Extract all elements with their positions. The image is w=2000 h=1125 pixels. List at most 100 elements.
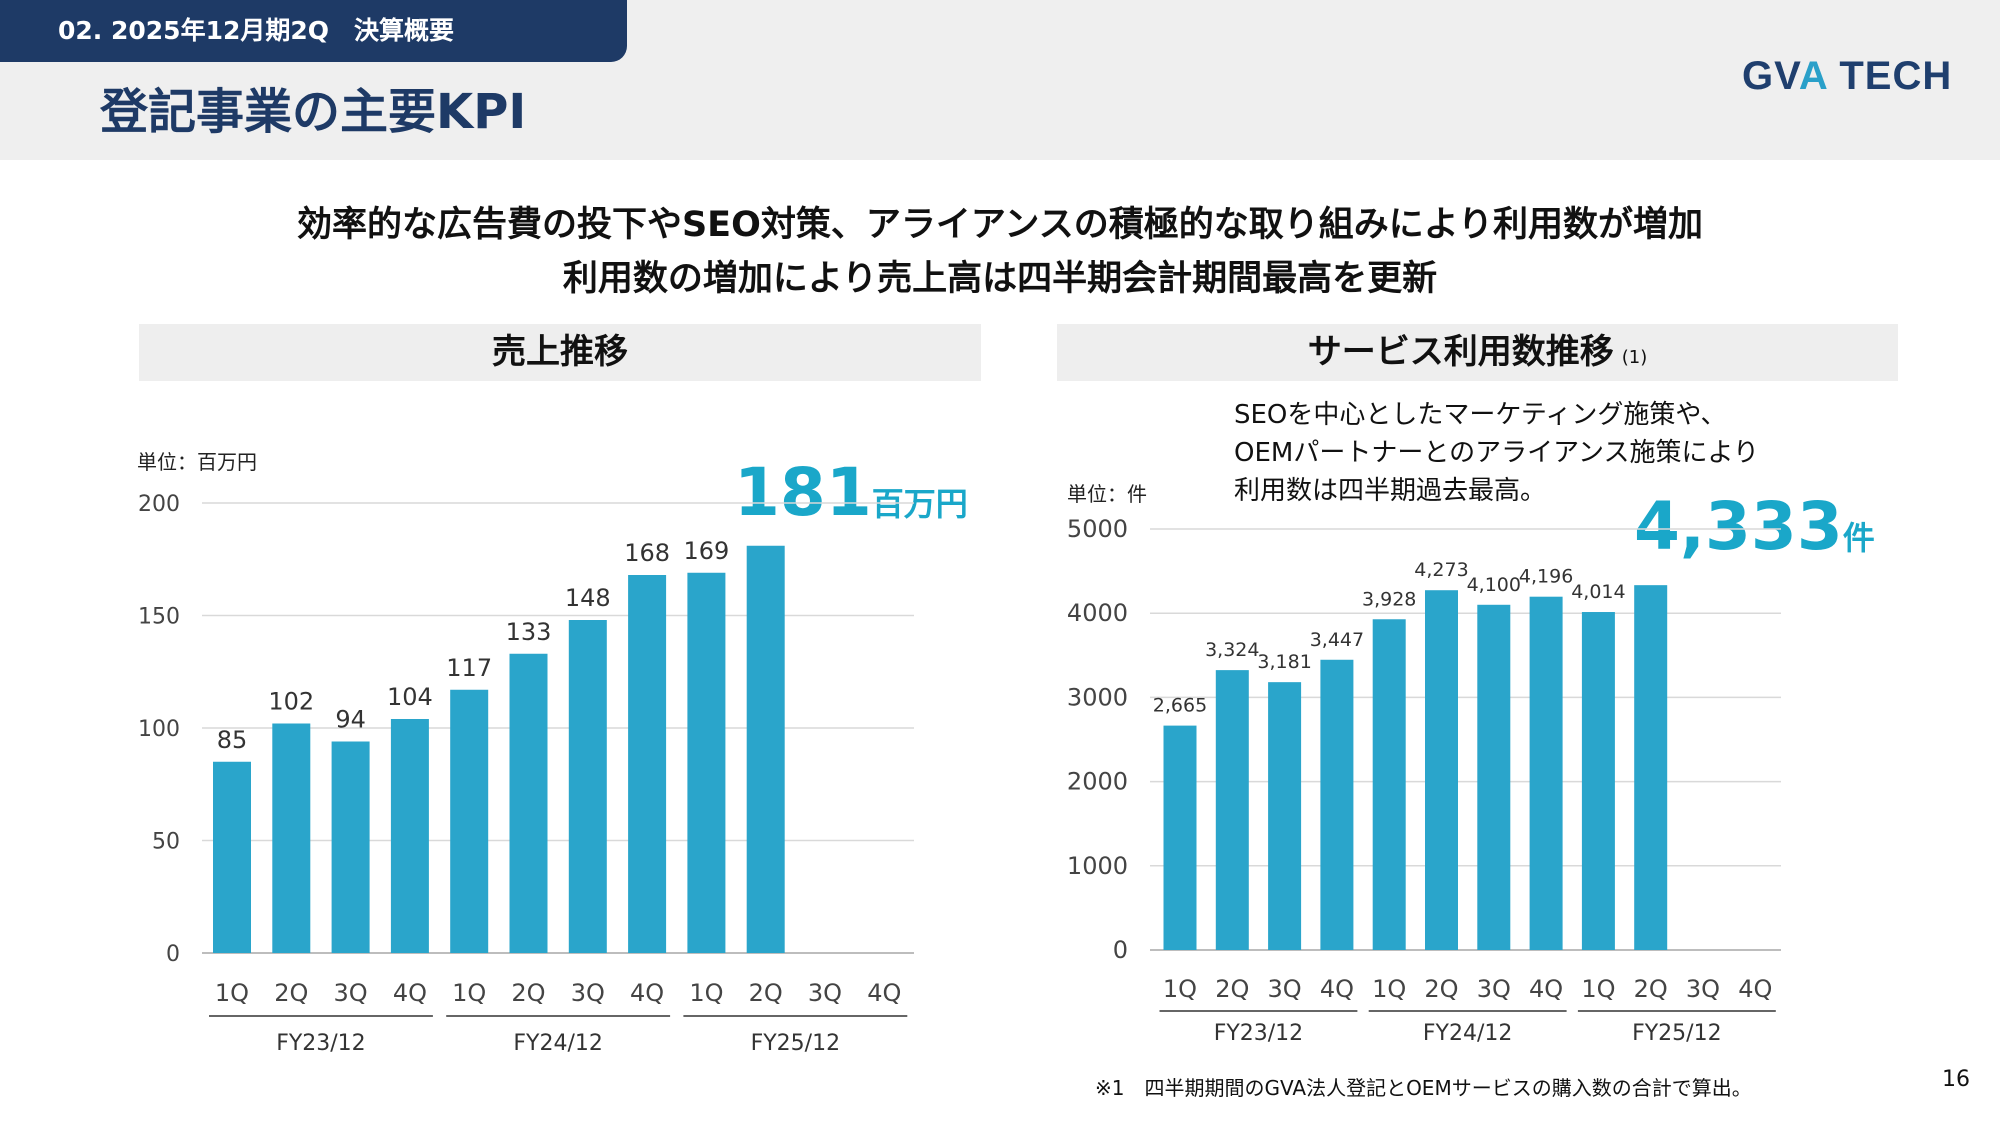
usage-data-label: 4,014 — [1571, 581, 1625, 603]
usage-x-tick-label: 3Q — [1686, 975, 1720, 1003]
sales-unit-label: 単位：百万円 — [137, 450, 257, 474]
sales-y-tick-label: 50 — [152, 830, 180, 855]
sales-bar — [746, 545, 785, 953]
usage-highlight-value: 4,333件 — [1634, 488, 1875, 565]
usage-x-tick-label: 2Q — [1634, 975, 1668, 1003]
usage-unit-label: 単位：件 — [1067, 482, 1147, 506]
usage-bar — [1163, 725, 1197, 950]
sales-y-tick-label: 150 — [138, 605, 180, 630]
sales-x-tick-label: 4Q — [393, 979, 427, 1007]
usage-bar — [1581, 612, 1615, 950]
sales-bar — [213, 761, 251, 953]
usage-x-tick-label: 4Q — [1320, 975, 1354, 1003]
usage-chart-title: サービス利用数推移 (1) — [1057, 324, 1898, 381]
sales-data-label: 168 — [624, 539, 670, 567]
usage-x-tick-label: 1Q — [1581, 975, 1615, 1003]
sales-x-tick-label: 1Q — [452, 979, 486, 1007]
sales-bar — [390, 719, 429, 953]
headline-line2: 利用数の増加により売上高は四半期会計期間最高を更新 — [562, 259, 1438, 299]
sales-data-label: 117 — [446, 654, 492, 682]
usage-data-label: 4,196 — [1519, 566, 1573, 588]
usage-x-tick-label: 4Q — [1529, 975, 1563, 1003]
sales-bar — [509, 653, 548, 953]
sales-data-label: 133 — [506, 618, 552, 646]
usage-y-tick-label: 2000 — [1067, 768, 1128, 796]
usage-bar — [1425, 590, 1458, 950]
sales-x-tick-label: 2Q — [274, 979, 308, 1007]
usage-x-tick-label: 4Q — [1738, 975, 1772, 1003]
sales-bar — [272, 723, 311, 953]
usage-x-tick-label: 3Q — [1268, 975, 1302, 1003]
sales-x-tick-label: 4Q — [630, 979, 664, 1007]
usage-group-label: FY23/12 — [1214, 1021, 1304, 1046]
usage-x-tick-label: 1Q — [1372, 975, 1406, 1003]
sales-data-label: 102 — [268, 688, 314, 716]
sales-y-tick-label: 100 — [138, 717, 180, 742]
usage-description-line: SEOを中心としたマーケティング施策や、 — [1234, 400, 1727, 430]
sales-highlight-unit: 百万円 — [871, 485, 968, 523]
footnote: ※1 四半期期間のGVA法人登記とOEMサービスの購入数の合計で算出。 — [1095, 1076, 1752, 1100]
sales-group-label: FY23/12 — [276, 1031, 366, 1056]
page-title: 登記事業の主要KPI — [100, 84, 527, 140]
sales-x-tick-label: 1Q — [215, 979, 249, 1007]
sales-y-tick-label: 0 — [166, 942, 180, 967]
usage-chart-title-note: (1) — [1621, 347, 1648, 368]
usage-y-tick-label: 4000 — [1067, 599, 1128, 627]
usage-y-tick-label: 1000 — [1067, 852, 1128, 880]
usage-highlight-unit: 件 — [1842, 519, 1875, 557]
sales-bar — [628, 575, 667, 953]
usage-data-label: 2,665 — [1153, 695, 1207, 717]
sales-highlight-value: 181百万円 — [734, 454, 968, 531]
usage-bar — [1477, 604, 1511, 950]
usage-y-tick-label: 5000 — [1067, 515, 1128, 543]
sales-x-tick-label: 3Q — [571, 979, 605, 1007]
sales-chart-title: 売上推移 — [139, 324, 981, 381]
usage-x-tick-label: 2Q — [1215, 975, 1249, 1003]
usage-x-tick-label: 2Q — [1424, 975, 1458, 1003]
usage-description-line: OEMパートナーとのアライアンス施策により — [1234, 438, 1759, 468]
usage-highlight-number: 4,333 — [1634, 488, 1843, 565]
section-label: 02. 2025年12月期2Q 決算概要 — [0, 0, 627, 62]
usage-description-line: 利用数は四半期過去最高。 — [1234, 476, 1547, 506]
usage-data-label: 3,181 — [1257, 651, 1311, 673]
sales-x-tick-label: 2Q — [749, 979, 783, 1007]
usage-data-label: 3,324 — [1205, 639, 1259, 661]
headline-line1: 効率的な広告費の投下やSEO対策、アライアンスの積極的な取り組みにより利用数が増… — [296, 205, 1704, 245]
usage-bar — [1529, 596, 1563, 950]
sales-data-label: 85 — [217, 726, 248, 754]
page-number: 16 — [1942, 1067, 1970, 1092]
usage-data-label: 4,100 — [1467, 574, 1521, 596]
usage-bar — [1215, 670, 1249, 950]
sales-group-label: FY24/12 — [513, 1031, 603, 1056]
sales-highlight-number: 181 — [734, 454, 872, 531]
sales-x-tick-label: 2Q — [511, 979, 545, 1007]
sales-bar — [568, 620, 607, 953]
usage-bar — [1634, 585, 1668, 950]
usage-bar — [1372, 619, 1406, 950]
usage-group-label: FY24/12 — [1423, 1021, 1513, 1046]
usage-data-label: 3,928 — [1362, 588, 1416, 610]
usage-group-label: FY25/12 — [1632, 1021, 1722, 1046]
sales-data-label: 104 — [387, 683, 433, 711]
usage-x-tick-label: 1Q — [1163, 975, 1197, 1003]
sales-x-tick-label: 4Q — [867, 979, 901, 1007]
sales-data-label: 169 — [683, 537, 729, 565]
usage-data-label: 4,273 — [1414, 559, 1468, 581]
usage-chart-title-text: サービス利用数推移 — [1307, 332, 1614, 372]
sales-x-tick-label: 3Q — [334, 979, 368, 1007]
usage-data-label: 3,447 — [1310, 629, 1364, 651]
gva-tech-logo: GVA TECH — [1742, 54, 1953, 98]
usage-y-tick-label: 3000 — [1067, 683, 1128, 711]
usage-description: SEOを中心としたマーケティング施策や、 OEMパートナーとのアライアンス施策に… — [1234, 396, 1759, 510]
usage-x-tick-label: 3Q — [1477, 975, 1511, 1003]
usage-bar — [1320, 659, 1354, 950]
usage-bar — [1268, 682, 1302, 950]
sales-bar — [450, 689, 489, 953]
sales-x-tick-label: 1Q — [689, 979, 723, 1007]
sales-x-tick-label: 3Q — [808, 979, 842, 1007]
sales-bar — [687, 572, 726, 953]
sales-data-label: 94 — [335, 706, 366, 734]
sales-group-label: FY25/12 — [751, 1031, 841, 1056]
usage-y-tick-label: 0 — [1113, 936, 1128, 964]
